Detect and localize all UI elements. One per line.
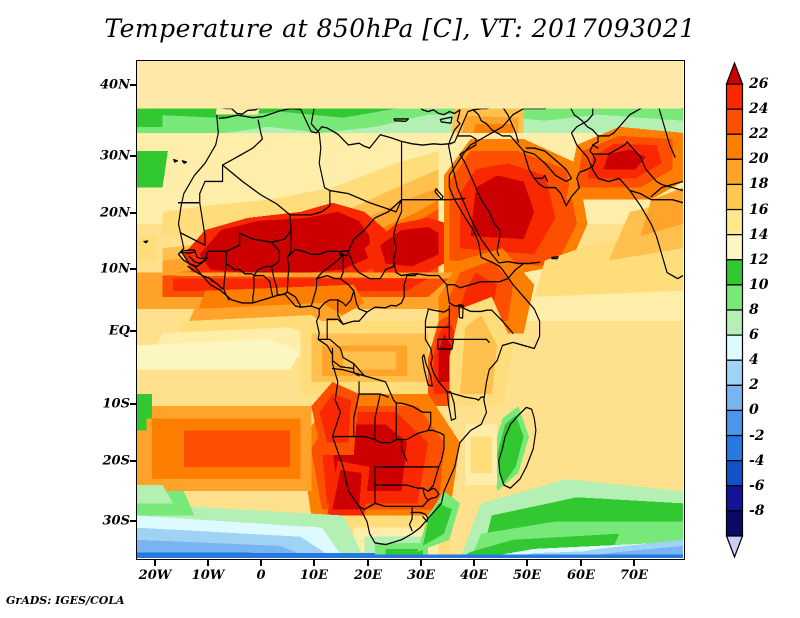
xtick-label-10w: 10W bbox=[191, 568, 225, 583]
xtick-label-20w: 20W bbox=[138, 568, 172, 583]
ytick-20s bbox=[130, 460, 137, 462]
xtick-label-50e: 50E bbox=[513, 568, 541, 583]
colorbar-tick-label: 22 bbox=[749, 126, 769, 143]
colorbar-band bbox=[725, 83, 744, 110]
colorbar-tick-label: 2 bbox=[749, 377, 759, 394]
colorbar-tick-label: -6 bbox=[749, 477, 765, 494]
xtick-60e bbox=[580, 559, 582, 566]
colorbar-band bbox=[725, 133, 744, 160]
colorbar-tick-label: 16 bbox=[749, 201, 769, 218]
colorbar-band bbox=[725, 284, 744, 311]
colorbar-tick-label: 12 bbox=[749, 251, 769, 268]
colorbar-band bbox=[725, 359, 744, 386]
colorbar-under-arrow bbox=[725, 535, 744, 559]
xtick-50e bbox=[526, 559, 528, 566]
temperature-field bbox=[136, 108, 683, 558]
map-plot-area[interactable] bbox=[136, 60, 683, 558]
ytick-40n bbox=[130, 84, 137, 86]
ytick-label-10s: 10S bbox=[102, 396, 130, 412]
colorbar-band bbox=[725, 510, 744, 537]
ytick-30n bbox=[130, 155, 137, 157]
colorbar-svg bbox=[725, 61, 744, 559]
colorbar-band bbox=[725, 485, 744, 512]
xtick-label-0: 0 bbox=[256, 568, 266, 583]
xtick-10e bbox=[313, 559, 315, 566]
ytick-label-eq: EQ bbox=[108, 323, 130, 339]
ytick-20n bbox=[130, 212, 137, 214]
ytick-10n bbox=[130, 268, 137, 270]
ytick-label-20n: 20N bbox=[100, 205, 130, 221]
xtick-label-40e: 40E bbox=[460, 568, 488, 583]
colorbar-band bbox=[725, 183, 744, 211]
colorbar-tick-label: 24 bbox=[749, 101, 769, 118]
xtick-label-30e: 30E bbox=[407, 568, 435, 583]
credit-text: GrADS: IGES/COLA bbox=[6, 594, 125, 607]
ytick-10s bbox=[130, 403, 137, 405]
colorbar-tick-label: 14 bbox=[749, 226, 769, 243]
ytick-label-10n: 10N bbox=[100, 261, 130, 277]
xtick-0 bbox=[260, 559, 262, 566]
colorbar-band bbox=[725, 208, 744, 236]
xtick-30e bbox=[420, 559, 422, 566]
xtick-20e bbox=[367, 559, 369, 566]
colorbar-tick-label: -8 bbox=[749, 502, 765, 519]
colorbar-band bbox=[725, 334, 744, 361]
xtick-20w bbox=[154, 559, 156, 566]
colorbar-band bbox=[725, 309, 744, 336]
colorbar-tick-label: -2 bbox=[749, 427, 765, 444]
colorbar-band bbox=[725, 259, 744, 286]
ytick-label-30n: 30N bbox=[100, 148, 130, 164]
colorbar-band bbox=[725, 409, 744, 437]
colorbar-band bbox=[725, 158, 744, 186]
xtick-70e bbox=[633, 559, 635, 566]
xtick-label-60e: 60E bbox=[567, 568, 595, 583]
colorbar-band bbox=[725, 234, 744, 261]
colorbar-band bbox=[725, 460, 744, 487]
colorbar-tick-label: 18 bbox=[749, 176, 769, 193]
colorbar-band bbox=[725, 384, 744, 412]
colorbar-band bbox=[725, 108, 744, 135]
colorbar-tick-label: 0 bbox=[749, 402, 759, 419]
colorbar-tick-label: 20 bbox=[749, 151, 769, 168]
colorbar-tick-label: 4 bbox=[749, 352, 759, 369]
page-title: Temperature at 850hPa [C], VT: 201709302… bbox=[104, 14, 696, 43]
colorbar-tick-label: 26 bbox=[749, 76, 769, 92]
ytick-label-20s: 20S bbox=[102, 453, 130, 469]
xtick-label-20e: 20E bbox=[354, 568, 382, 583]
colorbar-band bbox=[725, 434, 744, 462]
xtick-label-10e: 10E bbox=[300, 568, 328, 583]
xtick-label-70e: 70E bbox=[620, 568, 648, 583]
ytick-label-40n: 40N bbox=[100, 77, 130, 93]
ytick-label-30s: 30S bbox=[102, 513, 130, 529]
colorbar-over-arrow bbox=[725, 61, 744, 85]
colorbar-tick-label: -4 bbox=[749, 452, 765, 469]
ytick-30s bbox=[130, 520, 137, 522]
colorbar-tick-label: 10 bbox=[749, 276, 769, 293]
colorbar-tick-label: 6 bbox=[749, 327, 759, 344]
colorbar[interactable] bbox=[725, 61, 744, 559]
ytick-eq bbox=[130, 330, 137, 332]
xtick-40e bbox=[473, 559, 475, 566]
xtick-10w bbox=[207, 559, 209, 566]
coastlines-and-borders bbox=[143, 108, 683, 546]
colorbar-tick-label: 8 bbox=[749, 302, 759, 318]
